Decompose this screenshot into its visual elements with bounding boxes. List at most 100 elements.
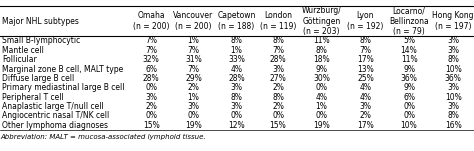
Text: 19%: 19% bbox=[313, 121, 330, 130]
Text: London
(n = 119): London (n = 119) bbox=[260, 11, 296, 31]
Text: 4%: 4% bbox=[359, 93, 372, 102]
Text: 1%: 1% bbox=[230, 46, 243, 55]
Text: 28%: 28% bbox=[228, 74, 245, 83]
Text: 30%: 30% bbox=[313, 74, 330, 83]
Text: 7%: 7% bbox=[187, 64, 200, 74]
Text: 8%: 8% bbox=[272, 93, 284, 102]
Text: 0%: 0% bbox=[145, 111, 157, 120]
Text: 4%: 4% bbox=[230, 64, 243, 74]
Text: 3%: 3% bbox=[359, 102, 372, 111]
Text: 4%: 4% bbox=[315, 93, 328, 102]
Text: 9%: 9% bbox=[403, 64, 415, 74]
Text: 9%: 9% bbox=[403, 83, 415, 92]
Text: 7%: 7% bbox=[359, 46, 372, 55]
Text: 0%: 0% bbox=[145, 83, 157, 92]
Text: 2%: 2% bbox=[187, 83, 200, 92]
Text: 11%: 11% bbox=[313, 36, 330, 45]
Text: 3%: 3% bbox=[447, 36, 459, 45]
Text: Lyon
(n = 192): Lyon (n = 192) bbox=[347, 11, 383, 31]
Text: 33%: 33% bbox=[228, 55, 245, 64]
Text: 7%: 7% bbox=[145, 36, 157, 45]
Text: Capetown
(n = 188): Capetown (n = 188) bbox=[218, 11, 255, 31]
Text: Diffuse large B cell: Diffuse large B cell bbox=[2, 74, 74, 83]
Text: 29%: 29% bbox=[185, 74, 202, 83]
Text: 6%: 6% bbox=[145, 64, 157, 74]
Text: 8%: 8% bbox=[315, 46, 328, 55]
Text: 3%: 3% bbox=[145, 93, 157, 102]
Text: 0%: 0% bbox=[403, 102, 415, 111]
Text: Abbreviation: MALT = mucosa-associated lymphoid tissue.: Abbreviation: MALT = mucosa-associated l… bbox=[0, 134, 206, 140]
Text: 15%: 15% bbox=[143, 121, 160, 130]
Text: 32%: 32% bbox=[143, 55, 160, 64]
Text: 5%: 5% bbox=[403, 36, 415, 45]
Text: 0%: 0% bbox=[187, 111, 200, 120]
Text: 8%: 8% bbox=[272, 36, 284, 45]
Text: 1%: 1% bbox=[187, 36, 200, 45]
Text: 27%: 27% bbox=[270, 74, 286, 83]
Text: 0%: 0% bbox=[272, 111, 284, 120]
Text: Marginal zone B cell, MALT type: Marginal zone B cell, MALT type bbox=[2, 64, 123, 74]
Text: 3%: 3% bbox=[272, 64, 284, 74]
Text: 16%: 16% bbox=[445, 121, 462, 130]
Text: 0%: 0% bbox=[315, 111, 328, 120]
Text: Small B-lymphocytic: Small B-lymphocytic bbox=[2, 36, 80, 45]
Text: 8%: 8% bbox=[447, 55, 459, 64]
Text: 17%: 17% bbox=[357, 55, 374, 64]
Text: 0%: 0% bbox=[403, 111, 415, 120]
Text: Primary mediastinal large B cell: Primary mediastinal large B cell bbox=[2, 83, 124, 92]
Text: 6%: 6% bbox=[403, 93, 415, 102]
Text: 7%: 7% bbox=[187, 46, 200, 55]
Text: Locarno/
Bellinzona
(n = 79): Locarno/ Bellinzona (n = 79) bbox=[389, 6, 429, 36]
Text: 18%: 18% bbox=[313, 55, 330, 64]
Text: 2%: 2% bbox=[272, 83, 284, 92]
Text: 13%: 13% bbox=[357, 64, 374, 74]
Text: 3%: 3% bbox=[447, 46, 459, 55]
Text: Hong Kong
(n = 197): Hong Kong (n = 197) bbox=[432, 11, 474, 31]
Text: Omaha
(n = 200): Omaha (n = 200) bbox=[133, 11, 170, 31]
Text: 19%: 19% bbox=[185, 121, 202, 130]
Text: 2%: 2% bbox=[145, 102, 157, 111]
Text: 36%: 36% bbox=[401, 74, 418, 83]
Text: 4%: 4% bbox=[359, 83, 372, 92]
Text: 8%: 8% bbox=[230, 36, 243, 45]
Text: Major NHL subtypes: Major NHL subtypes bbox=[2, 17, 79, 26]
Text: 10%: 10% bbox=[445, 64, 462, 74]
Text: Angiocentric nasal T/NK cell: Angiocentric nasal T/NK cell bbox=[2, 111, 109, 120]
Text: 3%: 3% bbox=[230, 102, 243, 111]
Text: 8%: 8% bbox=[447, 111, 459, 120]
Text: 0%: 0% bbox=[230, 111, 243, 120]
Text: 1%: 1% bbox=[315, 102, 328, 111]
Text: 8%: 8% bbox=[359, 36, 372, 45]
Text: 2%: 2% bbox=[272, 102, 284, 111]
Text: 12%: 12% bbox=[228, 121, 245, 130]
Text: 31%: 31% bbox=[185, 55, 202, 64]
Text: 7%: 7% bbox=[145, 46, 157, 55]
Text: 36%: 36% bbox=[445, 74, 462, 83]
Text: 9%: 9% bbox=[315, 64, 328, 74]
Text: Mantle cell: Mantle cell bbox=[2, 46, 44, 55]
Text: 1%: 1% bbox=[187, 93, 200, 102]
Text: 8%: 8% bbox=[230, 93, 243, 102]
Text: 10%: 10% bbox=[445, 93, 462, 102]
Text: 3%: 3% bbox=[447, 83, 459, 92]
Text: 25%: 25% bbox=[357, 74, 374, 83]
Text: 14%: 14% bbox=[401, 46, 418, 55]
Text: Other lymphoma diagnoses: Other lymphoma diagnoses bbox=[2, 121, 108, 130]
Text: 17%: 17% bbox=[357, 121, 374, 130]
Text: 28%: 28% bbox=[270, 55, 286, 64]
Text: Vancouver
(n = 200): Vancouver (n = 200) bbox=[173, 11, 213, 31]
Text: 28%: 28% bbox=[143, 74, 160, 83]
Text: Anaplastic large T/null cell: Anaplastic large T/null cell bbox=[2, 102, 104, 111]
Text: Peripheral T cell: Peripheral T cell bbox=[2, 93, 64, 102]
Text: 0%: 0% bbox=[315, 83, 328, 92]
Text: 10%: 10% bbox=[401, 121, 418, 130]
Text: 15%: 15% bbox=[270, 121, 286, 130]
Text: Würzburg/
Göttingen
(n = 203): Würzburg/ Göttingen (n = 203) bbox=[301, 6, 341, 36]
Text: 3%: 3% bbox=[230, 83, 243, 92]
Text: Follicular: Follicular bbox=[2, 55, 36, 64]
Text: 3%: 3% bbox=[447, 102, 459, 111]
Text: 2%: 2% bbox=[359, 111, 372, 120]
Text: 7%: 7% bbox=[272, 46, 284, 55]
Text: 11%: 11% bbox=[401, 55, 418, 64]
Text: 3%: 3% bbox=[187, 102, 200, 111]
